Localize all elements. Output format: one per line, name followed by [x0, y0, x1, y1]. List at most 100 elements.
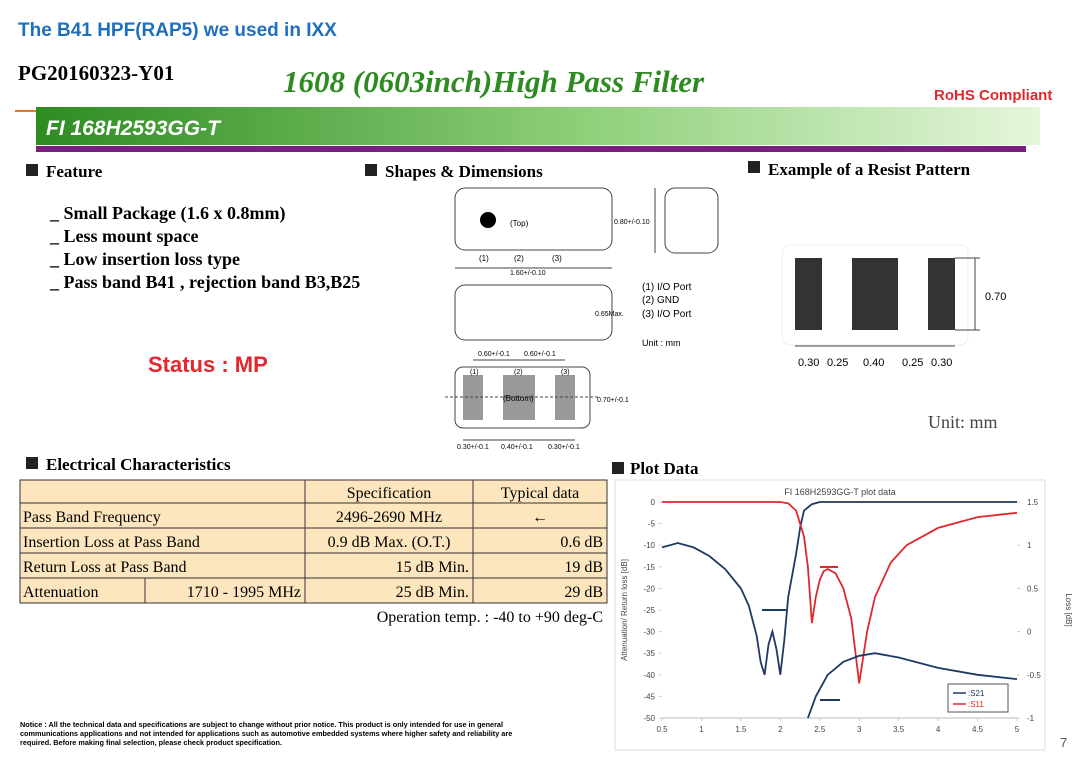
legend-box: [947, 683, 1009, 713]
table-cell: 1710 - 1995 MHz: [187, 584, 301, 601]
notice: Notice : All the technical data and spec…: [20, 720, 503, 729]
table-cell: Insertion Loss at Pass Band: [23, 534, 200, 551]
x-tick-label: 3: [857, 725, 862, 734]
series-line: [807, 652, 1018, 719]
view-label: (Bottom): [503, 394, 534, 403]
section-heading: Plot Data: [630, 459, 699, 478]
pin-legend: (2) GND: [642, 295, 679, 306]
dimension-label: 0.65Max.: [595, 311, 624, 318]
x-tick-label: 4: [936, 725, 941, 734]
pin-legend: (3) I/O Port: [642, 309, 692, 320]
x-tick-label: 2.5: [814, 725, 826, 734]
pin-label: (2): [514, 369, 523, 376]
pin-legend: (1) I/O Port: [642, 282, 692, 293]
y2-tick-label: -1: [1027, 714, 1035, 723]
legend-label: :S11: [968, 700, 984, 709]
dimension-label: 0.60+/-0.1: [524, 351, 556, 358]
feature-item: _ Low insertion loss type: [49, 249, 240, 269]
dimension-label: 0.70: [985, 291, 1006, 303]
series-line: [662, 501, 1018, 684]
y-tick-label: -40: [643, 671, 655, 680]
dimension-label: 0.40: [863, 357, 884, 369]
bullet: [612, 462, 624, 474]
section-heading: Shapes & Dimensions: [385, 162, 543, 181]
pin-label: (3): [561, 369, 570, 376]
dimension-label: 0.30+/-0.1: [548, 444, 580, 451]
series-line: [661, 501, 1017, 676]
bullet: [748, 161, 760, 173]
section-heading: Example of a Resist Pattern: [768, 160, 971, 179]
view-label: (Top): [510, 219, 529, 228]
y2-tick-label: 0.5: [1027, 584, 1039, 593]
legend-label: :S21: [968, 689, 985, 698]
dimension-label: 0.60+/-0.1: [478, 351, 510, 358]
y-tick-label: -45: [643, 692, 655, 701]
x-tick-label: 3.5: [893, 725, 905, 734]
table-header: Typical data: [501, 485, 579, 502]
table-cell: 0.6 dB: [560, 534, 603, 551]
dimension-label: 0.70+/-0.1: [597, 397, 629, 404]
x-tick-label: 0.5: [656, 725, 668, 734]
dimension-label: 0.30: [798, 357, 819, 369]
dimension-label: 0.25: [827, 357, 848, 369]
feature-item: _ Less mount space: [49, 226, 199, 246]
pin-label: (1): [479, 254, 489, 263]
feature-item: _ Pass band B41 , rejection band B3,B25: [49, 272, 360, 292]
y2-axis-label: Loss [dB]: [1064, 593, 1073, 626]
feature-item: _ Small Package (1.6 x 0.8mm): [49, 203, 285, 224]
notice: communications applications and not inte…: [20, 729, 512, 738]
table-cell: Attenuation: [23, 584, 99, 601]
spec-table: [19, 479, 608, 604]
x-tick-label: 1: [699, 725, 704, 734]
pin-label: (3): [552, 254, 562, 263]
y2-tick-label: 0: [1027, 628, 1032, 637]
unit: Unit : mm: [642, 338, 681, 348]
x-tick-label: 5: [1015, 725, 1020, 734]
y2-tick-label: 1: [1027, 541, 1032, 550]
table-cell: 25 dB Min.: [396, 584, 469, 601]
x-tick-label: 4.5: [972, 725, 984, 734]
dimension-label: 0.40+/-0.1: [501, 444, 533, 451]
dimension-label: 0.80+/-0.10: [614, 219, 650, 226]
table-cell: 15 dB Min.: [396, 559, 469, 576]
page-number: 7: [1060, 735, 1067, 750]
y2-tick-label: 1.5: [1027, 498, 1039, 507]
table-cell: 0.9 dB Max. (O.T.): [328, 534, 451, 551]
y-tick-label: -35: [643, 649, 655, 658]
dimension-drawing: [445, 187, 719, 441]
resist-drawing: [781, 244, 980, 347]
table-header: Specification: [347, 485, 431, 502]
table-cell: Return Loss at Pass Band: [23, 559, 187, 576]
section-heading: Feature: [46, 162, 103, 181]
spec-markers: [762, 566, 840, 701]
status: Status : MP: [148, 352, 268, 377]
bullet: [26, 164, 38, 176]
y-tick-label: -50: [643, 714, 655, 723]
y-tick-label: -20: [643, 584, 655, 593]
table-cell: Pass Band Frequency: [23, 509, 161, 526]
part-underline: [36, 146, 1026, 152]
product-title: 1608 (0603inch)High Pass Filter: [283, 64, 705, 99]
doc-number: PG20160323-Y01: [18, 61, 174, 85]
part-number: FI 168H2593GG-T: [46, 117, 222, 140]
bullet: [365, 164, 377, 176]
pin-label: (2): [514, 254, 524, 263]
y-tick-label: -10: [643, 541, 655, 550]
dimension-label: 0.25: [902, 357, 923, 369]
notice: required. Before making final selection,…: [20, 738, 282, 747]
plot-title: FI 168H2593GG-T plot data: [784, 487, 895, 497]
x-tick-label: 1.5: [735, 725, 747, 734]
rohs: RoHS Compliant: [934, 87, 1052, 104]
table-cell: ←: [532, 509, 548, 526]
section-heading: Electrical Characteristics: [46, 455, 231, 474]
bullet: [26, 457, 38, 469]
pin-label: (1): [470, 369, 479, 376]
table-cell: 19 dB: [564, 559, 603, 576]
table-note: Operation temp. : -40 to +90 deg-C: [377, 609, 603, 626]
unit: Unit: mm: [928, 412, 998, 432]
table-cell: 2496-2690 MHz: [336, 509, 442, 526]
y-tick-label: 0: [651, 498, 656, 507]
y-tick-label: -15: [643, 563, 655, 572]
dimension-label: 0.30+/-0.1: [457, 444, 489, 451]
